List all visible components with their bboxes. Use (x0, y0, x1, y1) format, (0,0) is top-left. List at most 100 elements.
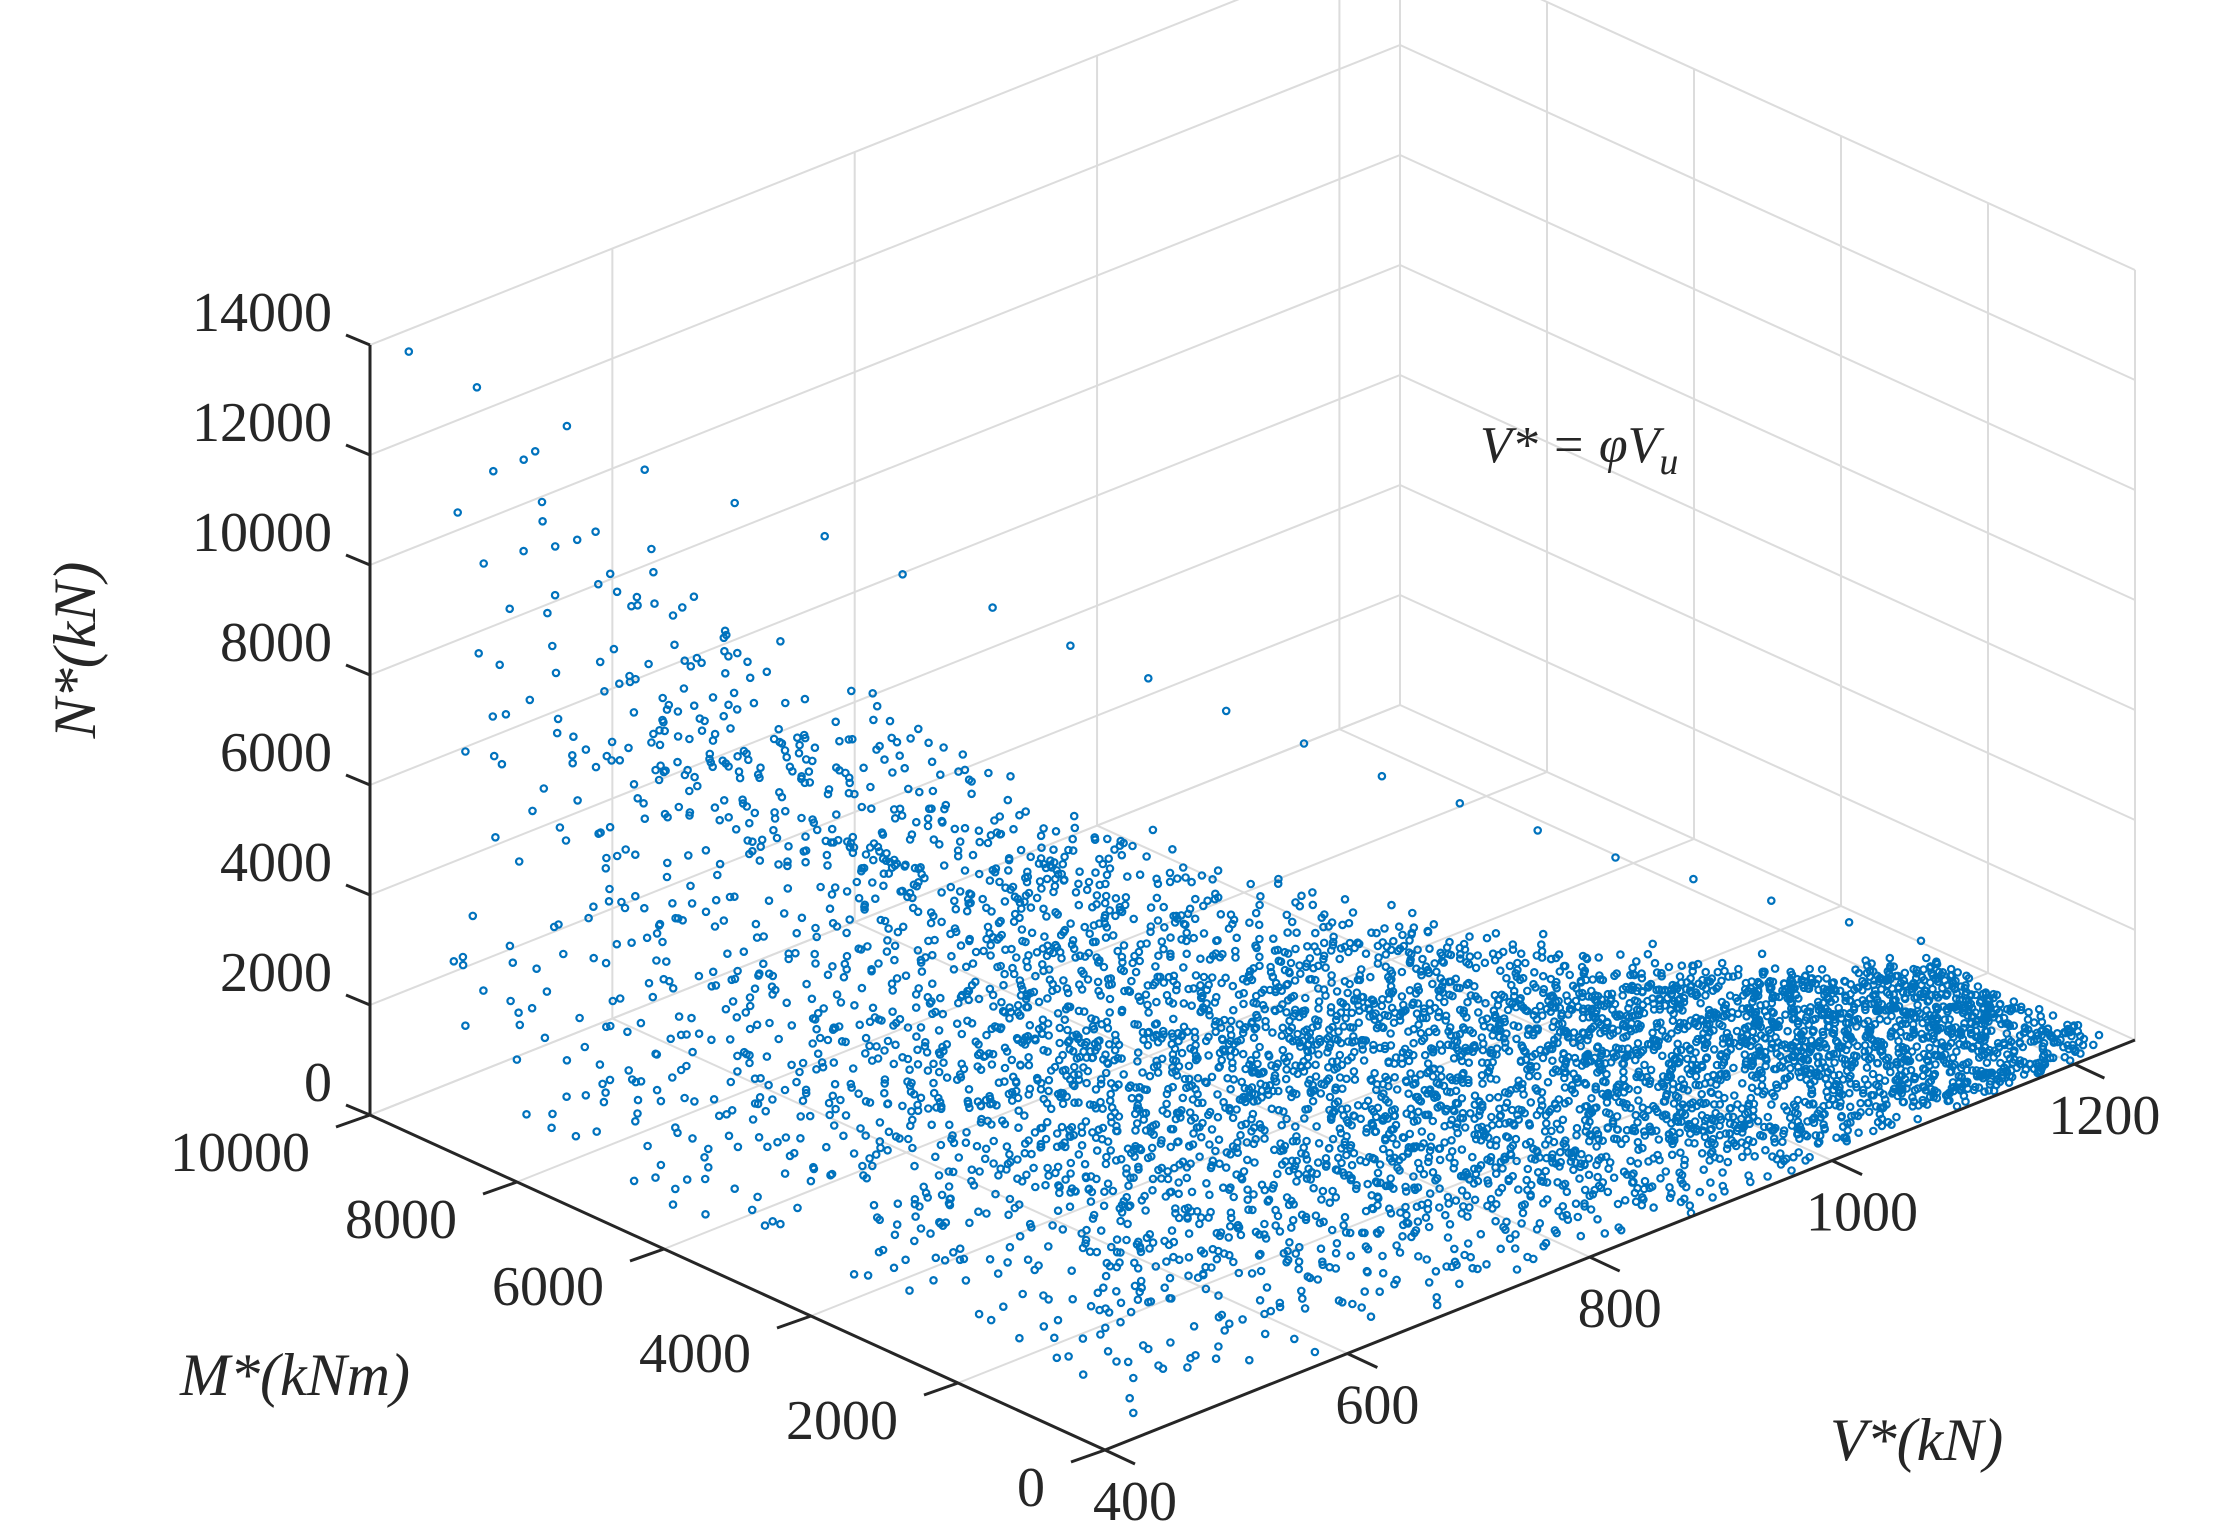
scatter-point (1501, 1038, 1510, 1047)
scatter-point (1821, 1043, 1831, 1052)
scatter-point (1433, 1174, 1442, 1183)
scatter-point (1501, 1119, 1510, 1128)
scatter-point (661, 766, 670, 776)
scatter-point (1626, 1026, 1636, 1036)
scatter-point (1305, 1273, 1315, 1283)
scatter-point (1576, 1041, 1586, 1051)
scatter-point (1290, 1005, 1300, 1015)
scatter-point (1003, 1258, 1012, 1267)
scatter-point (712, 870, 722, 880)
scatter-point (923, 1193, 933, 1202)
scatter-point (987, 1060, 997, 1069)
scatter-point (1633, 1183, 1642, 1193)
scatter-point (1839, 1133, 1849, 1143)
scatter-point (1640, 1176, 1650, 1186)
scatter-point (1045, 975, 1055, 985)
scatter-point (1339, 1022, 1349, 1031)
scatter-point (839, 1131, 848, 1141)
scatter-point (508, 958, 518, 968)
scatter-point (1113, 1053, 1123, 1063)
scatter-point (658, 693, 668, 703)
scatter-point (1225, 1103, 1234, 1113)
scatter-point (1465, 1026, 1475, 1035)
scatter-point (1044, 1086, 1053, 1096)
scatter-point (1621, 1134, 1631, 1144)
scatter-point (1074, 1098, 1083, 1107)
scatter-point (1103, 1347, 1113, 1356)
scatter-point (760, 1221, 770, 1230)
scatter-point (821, 836, 831, 846)
scatter-point (1250, 1158, 1259, 1167)
scatter-point (1147, 1143, 1157, 1153)
scatter-point (1034, 1261, 1043, 1270)
scatter-point (1340, 976, 1350, 986)
scatter-point (1579, 1029, 1589, 1038)
scatter-point (1588, 1190, 1598, 1199)
scatter-point (1783, 994, 1792, 1003)
scatter-point (1450, 1106, 1459, 1116)
scatter-point (1637, 973, 1647, 983)
scatter-point (1672, 1046, 1682, 1056)
scatter-point (1756, 1050, 1766, 1060)
scatter-point (1957, 1063, 1966, 1073)
scatter-point (781, 1133, 791, 1142)
scatter-point (1715, 1112, 1725, 1121)
scatter-point (1251, 941, 1260, 951)
scatter-point (1389, 936, 1398, 946)
scatter-point (1251, 1067, 1260, 1077)
scatter-point (1933, 977, 1943, 986)
scatter-point (689, 592, 699, 602)
scatter-point (1525, 1026, 1534, 1035)
scatter-point (944, 1120, 954, 1130)
scatter-point (1282, 1007, 1291, 1017)
scatter-point (1398, 1232, 1407, 1241)
scatter-point (1787, 1166, 1796, 1175)
back-wall-grid-n (369, 594, 1401, 1006)
scatter-point (1208, 1156, 1218, 1166)
scatter-point (1470, 1114, 1479, 1124)
scatter-point (937, 888, 946, 897)
scatter-point (1770, 1138, 1780, 1147)
scatter-point (652, 929, 662, 938)
scatter-point (929, 835, 939, 844)
scatter-point (1146, 1123, 1155, 1132)
scatter-point (1273, 945, 1283, 955)
scatter-point (1428, 1072, 1438, 1081)
scatter-point (1013, 1174, 1022, 1184)
scatter-point (1199, 929, 1209, 938)
scatter-point (892, 737, 902, 747)
scatter-point (1023, 1036, 1032, 1045)
scatter-point (602, 853, 611, 863)
scatter-point (1389, 1018, 1399, 1028)
scatter-point (697, 726, 707, 736)
scatter-point (1538, 988, 1548, 998)
scatter-point (829, 1121, 839, 1130)
scatter-point (2067, 1031, 2076, 1041)
scatter-point (1115, 1258, 1124, 1267)
scatter-point (543, 608, 552, 618)
scatter-point (1392, 1085, 1402, 1094)
scatter-point (687, 1013, 696, 1023)
scatter-point (1491, 1141, 1501, 1150)
scatter-point (1538, 1053, 1548, 1063)
scatter-point (1186, 1116, 1196, 1125)
scatter-point (1650, 958, 1660, 968)
scatter-point (1397, 992, 1407, 1001)
scatter-point (1373, 1168, 1383, 1178)
scatter-point (1533, 1086, 1542, 1095)
scatter-point (911, 1212, 920, 1221)
scatter-point (1476, 1136, 1486, 1145)
scatter-point (1951, 994, 1961, 1003)
scatter-point (1297, 1286, 1306, 1296)
scatter-point (911, 1003, 921, 1012)
scatter-point (1398, 1133, 1408, 1142)
scatter-point (1519, 1090, 1528, 1099)
scatter-point (1786, 982, 1796, 992)
scatter-point (461, 1021, 470, 1030)
scatter-point (1070, 1098, 1079, 1108)
scatter-point (1119, 1196, 1129, 1206)
scatter-point (1011, 953, 1021, 962)
scatter-point (1923, 997, 1933, 1006)
scatter-point (1241, 1023, 1250, 1032)
scatter-point (1725, 1104, 1735, 1113)
